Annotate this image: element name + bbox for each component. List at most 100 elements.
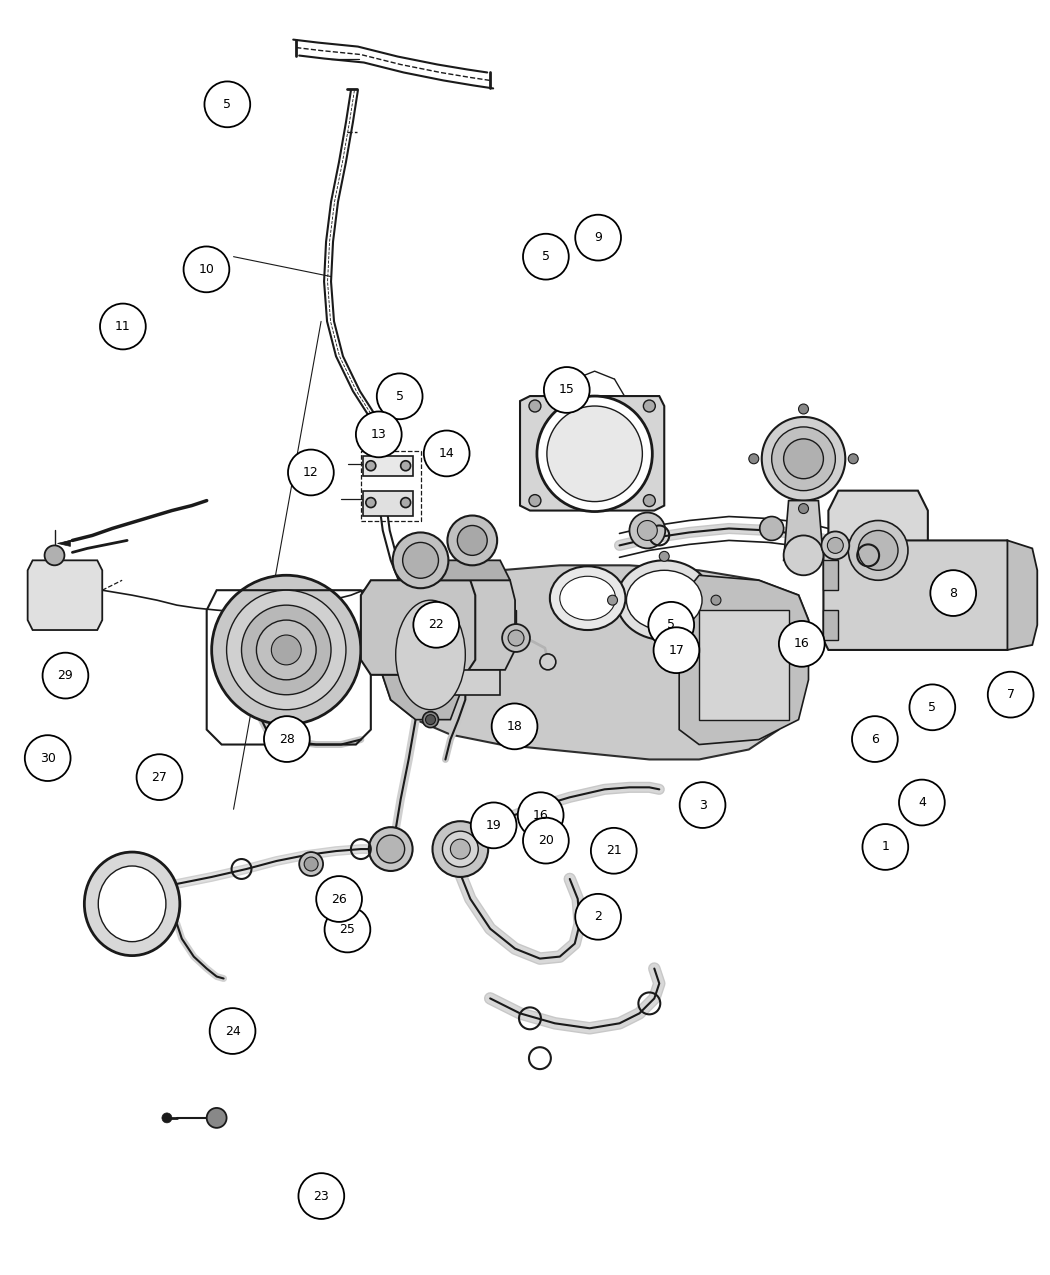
Bar	[699, 611, 789, 719]
Circle shape	[205, 82, 250, 128]
Polygon shape	[58, 541, 70, 547]
Text: 28: 28	[279, 733, 295, 746]
Text: 16: 16	[532, 808, 548, 821]
Text: 8: 8	[949, 586, 958, 599]
Text: 18: 18	[506, 720, 523, 733]
Circle shape	[212, 575, 361, 724]
Circle shape	[799, 504, 808, 514]
Circle shape	[324, 907, 371, 952]
Circle shape	[799, 404, 808, 414]
Circle shape	[540, 654, 555, 669]
Circle shape	[518, 792, 564, 838]
Text: 5: 5	[667, 618, 675, 631]
Text: 27: 27	[151, 770, 167, 784]
Circle shape	[783, 439, 823, 478]
Text: 22: 22	[428, 618, 444, 631]
Polygon shape	[381, 580, 470, 719]
Polygon shape	[783, 501, 823, 560]
Circle shape	[659, 551, 669, 561]
Circle shape	[930, 570, 976, 616]
Circle shape	[377, 835, 404, 863]
Circle shape	[637, 520, 657, 541]
Bar	[445, 669, 500, 695]
Circle shape	[298, 1173, 344, 1219]
Text: 20: 20	[538, 834, 553, 847]
Circle shape	[271, 635, 301, 664]
Circle shape	[772, 427, 836, 491]
Polygon shape	[361, 580, 476, 674]
Text: 13: 13	[371, 428, 386, 441]
Ellipse shape	[84, 852, 180, 955]
Circle shape	[644, 400, 655, 412]
Text: 30: 30	[40, 751, 56, 765]
Circle shape	[184, 246, 229, 292]
Circle shape	[299, 852, 323, 876]
Text: 15: 15	[559, 384, 574, 397]
Circle shape	[575, 214, 621, 260]
Circle shape	[44, 546, 64, 565]
Circle shape	[402, 542, 439, 579]
Text: 25: 25	[339, 923, 355, 936]
Circle shape	[288, 450, 334, 496]
Text: 5: 5	[542, 250, 550, 263]
Circle shape	[537, 397, 652, 511]
Circle shape	[442, 831, 478, 867]
Text: 14: 14	[439, 448, 455, 460]
Circle shape	[848, 454, 858, 464]
Circle shape	[644, 495, 655, 506]
Circle shape	[424, 431, 469, 477]
Circle shape	[858, 530, 898, 570]
Text: 7: 7	[1007, 688, 1014, 701]
Circle shape	[852, 717, 898, 762]
Circle shape	[414, 602, 459, 648]
Circle shape	[210, 1009, 255, 1054]
Circle shape	[264, 717, 310, 762]
Circle shape	[760, 516, 783, 541]
Circle shape	[401, 460, 411, 470]
Circle shape	[377, 374, 422, 419]
Circle shape	[447, 515, 497, 565]
Circle shape	[450, 839, 470, 859]
Text: 17: 17	[669, 644, 685, 657]
Circle shape	[365, 497, 376, 507]
Ellipse shape	[550, 566, 626, 630]
Circle shape	[827, 538, 843, 553]
Circle shape	[207, 1108, 227, 1128]
Circle shape	[256, 620, 316, 680]
Circle shape	[25, 736, 70, 782]
Circle shape	[711, 595, 721, 606]
Circle shape	[779, 621, 824, 667]
Text: 5: 5	[928, 701, 937, 714]
Circle shape	[783, 536, 823, 575]
Circle shape	[470, 802, 517, 848]
Circle shape	[425, 715, 436, 724]
Circle shape	[749, 454, 759, 464]
Circle shape	[899, 779, 945, 825]
Text: 2: 2	[594, 910, 602, 923]
Bar	[363, 455, 413, 476]
Circle shape	[547, 405, 643, 501]
Circle shape	[508, 630, 524, 646]
Circle shape	[653, 627, 699, 673]
Circle shape	[365, 460, 376, 470]
Circle shape	[401, 497, 411, 507]
Text: 16: 16	[794, 638, 810, 650]
Circle shape	[608, 595, 617, 606]
Circle shape	[629, 513, 666, 548]
Circle shape	[458, 525, 487, 556]
Ellipse shape	[396, 601, 465, 710]
Polygon shape	[823, 541, 1012, 650]
Circle shape	[523, 233, 569, 279]
Circle shape	[544, 367, 590, 413]
Text: 26: 26	[331, 892, 346, 905]
Circle shape	[591, 827, 636, 873]
Text: 21: 21	[606, 844, 622, 857]
Polygon shape	[381, 565, 808, 760]
Ellipse shape	[99, 866, 166, 942]
Polygon shape	[828, 491, 928, 611]
Circle shape	[304, 857, 318, 871]
Text: 5: 5	[224, 98, 231, 111]
Polygon shape	[430, 560, 510, 580]
Circle shape	[848, 520, 908, 580]
Circle shape	[316, 876, 362, 922]
